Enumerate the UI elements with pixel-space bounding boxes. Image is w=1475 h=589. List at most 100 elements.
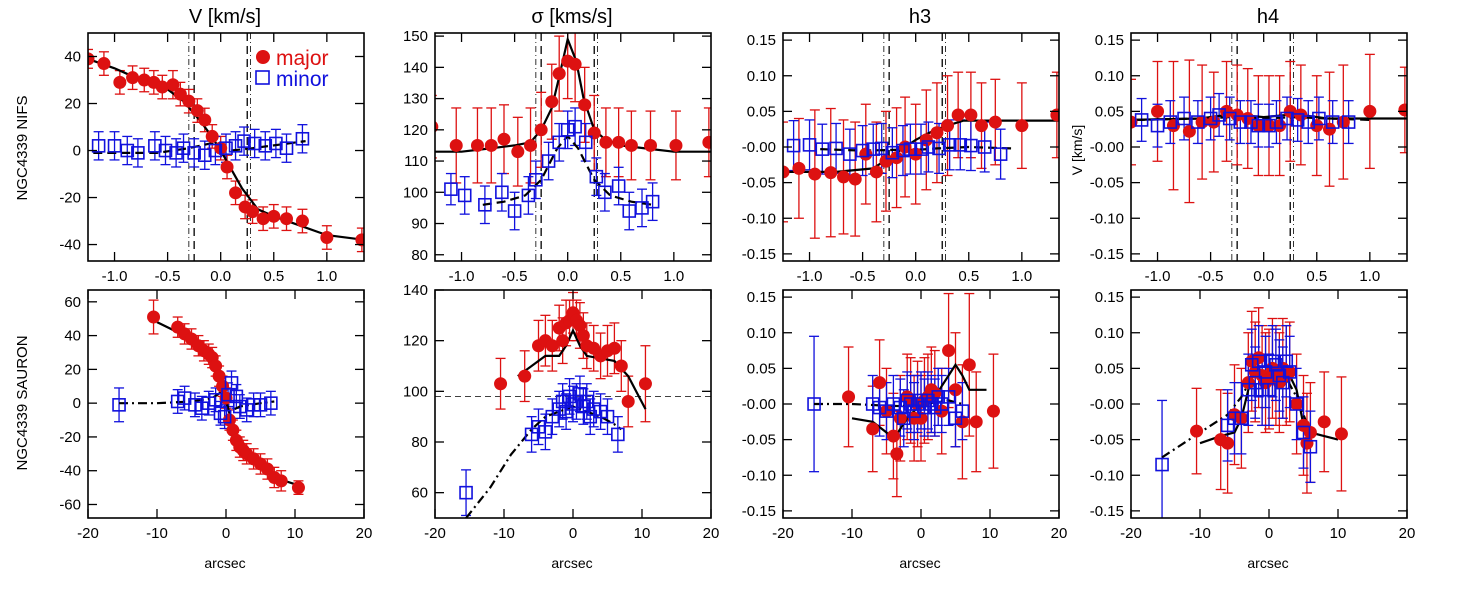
minor-point bbox=[295, 131, 310, 146]
y-tick-label: -0.10 bbox=[742, 467, 776, 484]
y-tick-label: 0.05 bbox=[747, 360, 776, 377]
major-point bbox=[280, 212, 294, 226]
y-tick-label: 120 bbox=[403, 333, 428, 350]
major-point bbox=[935, 404, 949, 418]
y-tick-label: 20 bbox=[64, 361, 81, 378]
major-point bbox=[1182, 124, 1196, 138]
major-point bbox=[449, 138, 463, 152]
minor-point bbox=[579, 394, 594, 409]
minor-point bbox=[459, 485, 473, 500]
major-point bbox=[599, 135, 613, 149]
major-point bbox=[859, 147, 873, 161]
minor-point bbox=[921, 393, 935, 408]
y-tick-label: 0.10 bbox=[747, 325, 776, 342]
y-tick-label: -40 bbox=[59, 463, 81, 480]
panel-nifs-h4: -1.0 -0.5 0.0 0.5 1.0 -0.15 -0.10 -0.05 -0.00 0.0… bbox=[1090, 32, 1408, 285]
y-tick-label: 0.10 bbox=[1095, 325, 1124, 342]
major-point bbox=[1151, 104, 1165, 118]
major-point bbox=[869, 165, 883, 179]
xlabel-col-1: arcsec bbox=[204, 555, 245, 571]
panel-nifs-v: -1.0 -0.5 0.0 0.5 1.0 -40 -20 0 20 40 bbox=[59, 32, 365, 285]
major-point bbox=[511, 145, 525, 159]
x-tick-label: 1.0 bbox=[1011, 268, 1032, 285]
minor-point bbox=[1290, 113, 1305, 127]
row-label-sauron: NGC4339 SAURON bbox=[14, 335, 31, 470]
panel-sauron-v: -20 -10 0 10 20 -60 -40 -20 0 20 40 60 bbox=[59, 289, 373, 542]
y-tick-label: 90 bbox=[411, 216, 428, 233]
major-point bbox=[1252, 351, 1266, 365]
plot-area bbox=[1155, 307, 1348, 518]
x-tick-label: 20 bbox=[703, 525, 720, 542]
major-point bbox=[1398, 103, 1407, 117]
plot-area bbox=[783, 33, 1059, 261]
minor-point bbox=[559, 404, 573, 419]
minor-point bbox=[1251, 354, 1266, 369]
major-point bbox=[1234, 411, 1248, 425]
x-tick-label: 20 bbox=[356, 525, 373, 542]
y-tick-label: 140 bbox=[403, 282, 428, 299]
minor-point bbox=[187, 146, 201, 160]
minor-point bbox=[907, 404, 921, 418]
major-point bbox=[842, 390, 856, 404]
x-tick-label: 0.0 bbox=[557, 268, 578, 285]
minor-point bbox=[188, 398, 202, 412]
minor-point bbox=[545, 409, 560, 424]
minor-point bbox=[1234, 411, 1249, 426]
minor-point bbox=[148, 139, 162, 153]
major-point bbox=[1294, 108, 1308, 122]
plot-area bbox=[112, 299, 305, 496]
major-point bbox=[212, 369, 226, 383]
row-label-nifs: NGC4339 NIFS bbox=[14, 95, 31, 200]
major-point bbox=[873, 376, 887, 390]
minor-point bbox=[917, 400, 932, 415]
y-tick-label: 100 bbox=[403, 184, 428, 201]
minor-point bbox=[521, 188, 536, 203]
minor-point bbox=[541, 154, 556, 168]
minor-point bbox=[568, 119, 582, 134]
minor-point bbox=[217, 409, 232, 424]
minor-point bbox=[1296, 425, 1311, 440]
major-point bbox=[573, 318, 587, 332]
minor-point bbox=[865, 397, 880, 411]
x-tick-label: 0 bbox=[222, 525, 230, 542]
y-tick-label: -0.15 bbox=[1090, 246, 1124, 263]
x-tick-label: -1.0 bbox=[797, 268, 823, 285]
major-point bbox=[1290, 397, 1304, 411]
x-tick-label: 0 bbox=[1265, 525, 1273, 542]
minor-point bbox=[229, 389, 244, 404]
minor-point bbox=[444, 182, 458, 196]
x-tick-label: 10 bbox=[982, 525, 999, 542]
y-tick-label: 0 bbox=[73, 395, 81, 412]
y-tick-label: -0.15 bbox=[742, 503, 776, 520]
minor-point bbox=[1282, 365, 1297, 379]
minor-point bbox=[1312, 111, 1326, 126]
major-point bbox=[702, 135, 711, 149]
minor-point bbox=[953, 138, 968, 152]
x-tick-label: -20 bbox=[772, 525, 794, 542]
minor-point bbox=[1241, 382, 1256, 397]
minor-point bbox=[1276, 375, 1290, 390]
minor-point bbox=[927, 400, 942, 415]
minor-point bbox=[611, 179, 626, 193]
minor-point bbox=[529, 172, 543, 187]
minor-point bbox=[219, 141, 233, 155]
minor-point bbox=[495, 185, 509, 200]
legend-major-marker bbox=[256, 50, 270, 64]
minor-point bbox=[589, 169, 604, 184]
major-point bbox=[624, 138, 638, 152]
x-tick-label: -10 bbox=[1189, 525, 1211, 542]
major-point bbox=[951, 108, 965, 122]
minor-point bbox=[977, 140, 992, 154]
minor-point bbox=[932, 141, 946, 156]
minor-point bbox=[829, 141, 843, 156]
minor-point bbox=[1280, 111, 1294, 126]
major-point bbox=[229, 186, 243, 200]
minor-point bbox=[1262, 118, 1276, 133]
x-tick-label: -0.5 bbox=[502, 268, 528, 285]
y-tick-label: 0.05 bbox=[1095, 103, 1124, 120]
minor-point bbox=[246, 398, 261, 412]
minor-point bbox=[1220, 418, 1235, 433]
minor-point bbox=[1233, 115, 1248, 129]
major-point bbox=[155, 80, 169, 94]
